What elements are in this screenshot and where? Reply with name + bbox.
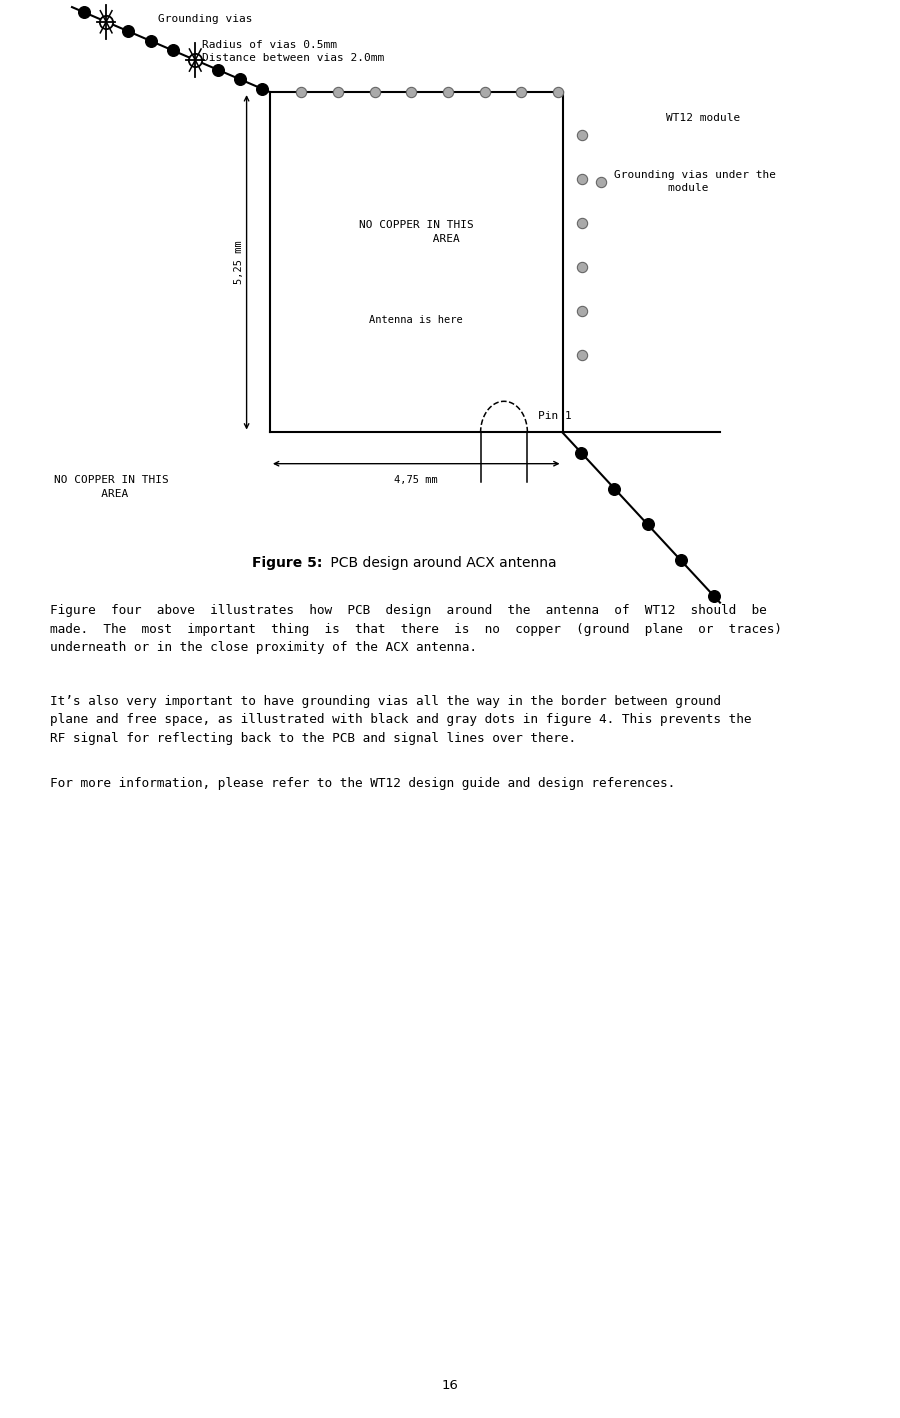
Point bbox=[76, 1, 91, 24]
Point bbox=[478, 81, 492, 104]
Point bbox=[99, 10, 113, 33]
Point bbox=[551, 81, 565, 104]
Text: Figure  four  above  illustrates  how  PCB  design  around  the  antenna  of  WT: Figure four above illustrates how PCB de… bbox=[50, 604, 781, 654]
Point bbox=[331, 81, 346, 104]
Point bbox=[575, 299, 590, 322]
Text: Grounding vias: Grounding vias bbox=[158, 14, 252, 24]
Point bbox=[514, 81, 528, 104]
Point bbox=[574, 441, 589, 464]
Point bbox=[188, 48, 202, 71]
Point bbox=[255, 78, 269, 101]
Point bbox=[706, 584, 721, 607]
Point bbox=[641, 513, 655, 536]
Text: Grounding vias under the
        module: Grounding vias under the module bbox=[614, 170, 776, 193]
Point bbox=[673, 549, 688, 571]
Point bbox=[608, 478, 622, 501]
Point bbox=[367, 81, 382, 104]
Point bbox=[211, 58, 225, 81]
Text: 4,75 mm: 4,75 mm bbox=[394, 475, 438, 485]
Point bbox=[575, 123, 590, 146]
Text: Figure 5:: Figure 5: bbox=[252, 556, 322, 570]
Point bbox=[294, 81, 309, 104]
Point bbox=[575, 255, 590, 278]
Point bbox=[575, 167, 590, 190]
Point bbox=[404, 81, 419, 104]
Point bbox=[594, 170, 608, 193]
Text: Pin 1: Pin 1 bbox=[538, 411, 572, 421]
Point bbox=[122, 20, 136, 43]
Point bbox=[143, 30, 157, 52]
Text: PCB design around ACX antenna: PCB design around ACX antenna bbox=[326, 556, 556, 570]
Text: For more information, please refer to the WT12 design guide and design reference: For more information, please refer to th… bbox=[50, 777, 675, 790]
Text: 16: 16 bbox=[442, 1380, 458, 1392]
Point bbox=[441, 81, 455, 104]
Text: It’s also very important to have grounding vias all the way in the border betwee: It’s also very important to have groundi… bbox=[50, 695, 751, 744]
Text: Radius of vias 0.5mm
Distance between vias 2.0mm: Radius of vias 0.5mm Distance between vi… bbox=[202, 40, 385, 62]
Text: NO COPPER IN THIS
         AREA: NO COPPER IN THIS AREA bbox=[359, 220, 473, 244]
Point bbox=[166, 40, 180, 62]
Point bbox=[575, 211, 590, 234]
Point bbox=[232, 68, 247, 91]
Text: 5,25 mm: 5,25 mm bbox=[234, 241, 245, 284]
Point bbox=[575, 343, 590, 366]
Text: WT12 module: WT12 module bbox=[666, 113, 740, 123]
Text: Antenna is here: Antenna is here bbox=[369, 315, 464, 325]
Text: NO COPPER IN THIS
       AREA: NO COPPER IN THIS AREA bbox=[54, 475, 169, 499]
